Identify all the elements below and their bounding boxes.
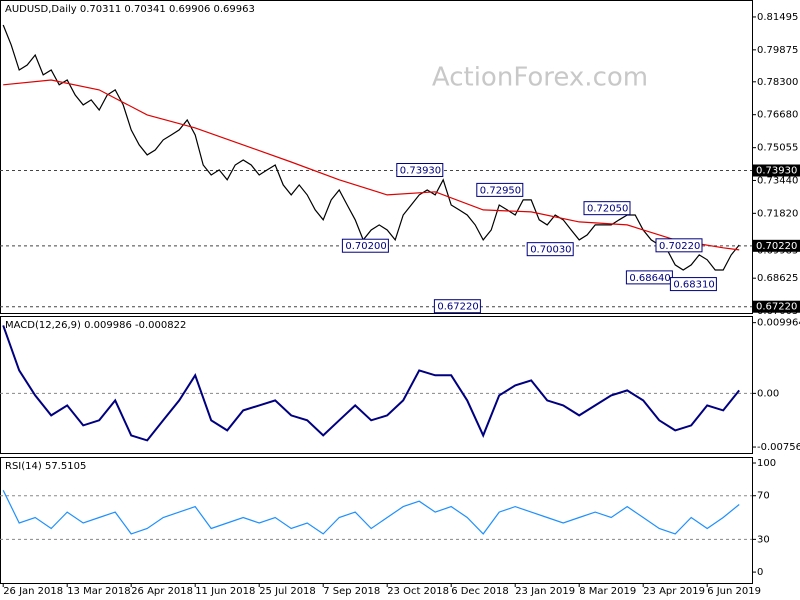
level-label-bg bbox=[753, 300, 800, 313]
y-tick-label: 0.009964 bbox=[757, 318, 800, 329]
annotation-label: 0.68640 bbox=[629, 273, 670, 284]
annotation-label: 0.70200 bbox=[345, 241, 386, 252]
y-tick-label: 0.73440 bbox=[757, 175, 798, 186]
x-tick-label: 26 Apr 2018 bbox=[131, 586, 193, 597]
level-label: 0.67220 bbox=[756, 302, 797, 313]
y-tick-label: 0.78300 bbox=[757, 77, 798, 88]
annotation-box bbox=[433, 299, 481, 314]
panel-title: AUDUSD,Daily 0.70311 0.70341 0.69906 0.6… bbox=[5, 4, 255, 15]
annotation-label: 0.73930 bbox=[400, 166, 441, 177]
annotation-label: 0.70220 bbox=[659, 241, 700, 252]
y-tick-label: -0.00756 bbox=[757, 442, 800, 453]
y-tick-label: 30 bbox=[757, 534, 770, 545]
y-tick-label: 0.00 bbox=[757, 388, 779, 399]
series-line bbox=[2, 490, 740, 535]
annotation-box bbox=[583, 201, 631, 216]
level-label: 0.73930 bbox=[756, 166, 797, 177]
annotation-label: 0.70030 bbox=[530, 245, 571, 256]
y-tick-label: 0.71820 bbox=[757, 208, 798, 219]
level-label-bg bbox=[753, 239, 800, 252]
annotation-box bbox=[396, 163, 444, 178]
x-tick-label: 23 Apr 2019 bbox=[643, 586, 705, 597]
x-tick-label: 23 Oct 2018 bbox=[387, 586, 449, 597]
annotation-label: 0.67220 bbox=[437, 302, 478, 313]
watermark: ActionForex.com bbox=[432, 63, 648, 93]
x-tick-label: 8 Mar 2019 bbox=[579, 586, 636, 597]
x-tick-label: 26 Jan 2018 bbox=[3, 586, 63, 597]
level-label-bg bbox=[753, 164, 800, 177]
y-tick-label: 0.76680 bbox=[757, 110, 798, 121]
annotation-label: 0.72050 bbox=[587, 204, 628, 215]
y-tick-label: 0.68625 bbox=[757, 273, 798, 284]
annotation-box bbox=[476, 182, 524, 197]
y-tick-label: 0.79875 bbox=[757, 45, 798, 56]
panel-frame bbox=[0, 457, 753, 584]
x-tick-label: 25 Jul 2018 bbox=[259, 586, 316, 597]
x-tick-label: 11 Jun 2018 bbox=[195, 586, 255, 597]
level-label: 0.70220 bbox=[756, 241, 797, 252]
y-tick-label: 0 bbox=[757, 567, 763, 578]
annotation-label: 0.68310 bbox=[673, 280, 714, 291]
annotation-box bbox=[341, 238, 389, 253]
annotation-label: 0.72950 bbox=[480, 185, 521, 196]
y-tick-label: 70 bbox=[757, 491, 770, 502]
x-tick-label: 13 Mar 2018 bbox=[67, 586, 130, 597]
y-tick-label: 0.75055 bbox=[757, 143, 798, 154]
series-line bbox=[3, 79, 740, 251]
annotation-box bbox=[526, 242, 574, 257]
x-tick-label: 6 Jun 2019 bbox=[707, 586, 761, 597]
panel-frame bbox=[0, 0, 753, 314]
panel-frame bbox=[0, 316, 753, 454]
series-line bbox=[2, 24, 740, 271]
panel-title: RSI(14) 57.5105 bbox=[5, 461, 86, 472]
y-tick-label: 100 bbox=[757, 458, 776, 469]
annotation-box bbox=[655, 238, 703, 253]
panel-title: MACD(12,26,9) 0.009986 -0.000822 bbox=[5, 320, 186, 331]
x-tick-label: 7 Sep 2018 bbox=[323, 586, 380, 597]
annotation-box bbox=[669, 277, 717, 292]
x-tick-label: 23 Jan 2019 bbox=[515, 586, 575, 597]
y-tick-label: 0.81495 bbox=[757, 12, 798, 23]
series-line bbox=[2, 325, 740, 442]
x-tick-label: 6 Dec 2018 bbox=[451, 586, 509, 597]
